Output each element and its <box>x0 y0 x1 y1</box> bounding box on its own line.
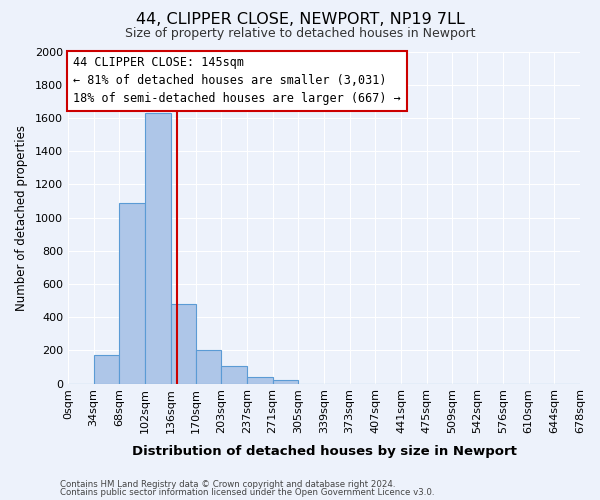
Text: 44 CLIPPER CLOSE: 145sqm
← 81% of detached houses are smaller (3,031)
18% of sem: 44 CLIPPER CLOSE: 145sqm ← 81% of detach… <box>73 56 401 106</box>
Bar <box>196 350 221 384</box>
Text: Size of property relative to detached houses in Newport: Size of property relative to detached ho… <box>125 28 475 40</box>
Bar <box>221 366 247 384</box>
Bar <box>272 380 298 384</box>
Bar <box>145 113 170 384</box>
Text: 44, CLIPPER CLOSE, NEWPORT, NP19 7LL: 44, CLIPPER CLOSE, NEWPORT, NP19 7LL <box>136 12 464 28</box>
Y-axis label: Number of detached properties: Number of detached properties <box>15 124 28 310</box>
Text: Contains public sector information licensed under the Open Government Licence v3: Contains public sector information licen… <box>60 488 434 497</box>
Bar <box>94 356 119 384</box>
Text: Contains HM Land Registry data © Crown copyright and database right 2024.: Contains HM Land Registry data © Crown c… <box>60 480 395 489</box>
Bar <box>170 304 196 384</box>
Bar <box>119 202 145 384</box>
Bar <box>247 377 272 384</box>
X-axis label: Distribution of detached houses by size in Newport: Distribution of detached houses by size … <box>131 444 517 458</box>
